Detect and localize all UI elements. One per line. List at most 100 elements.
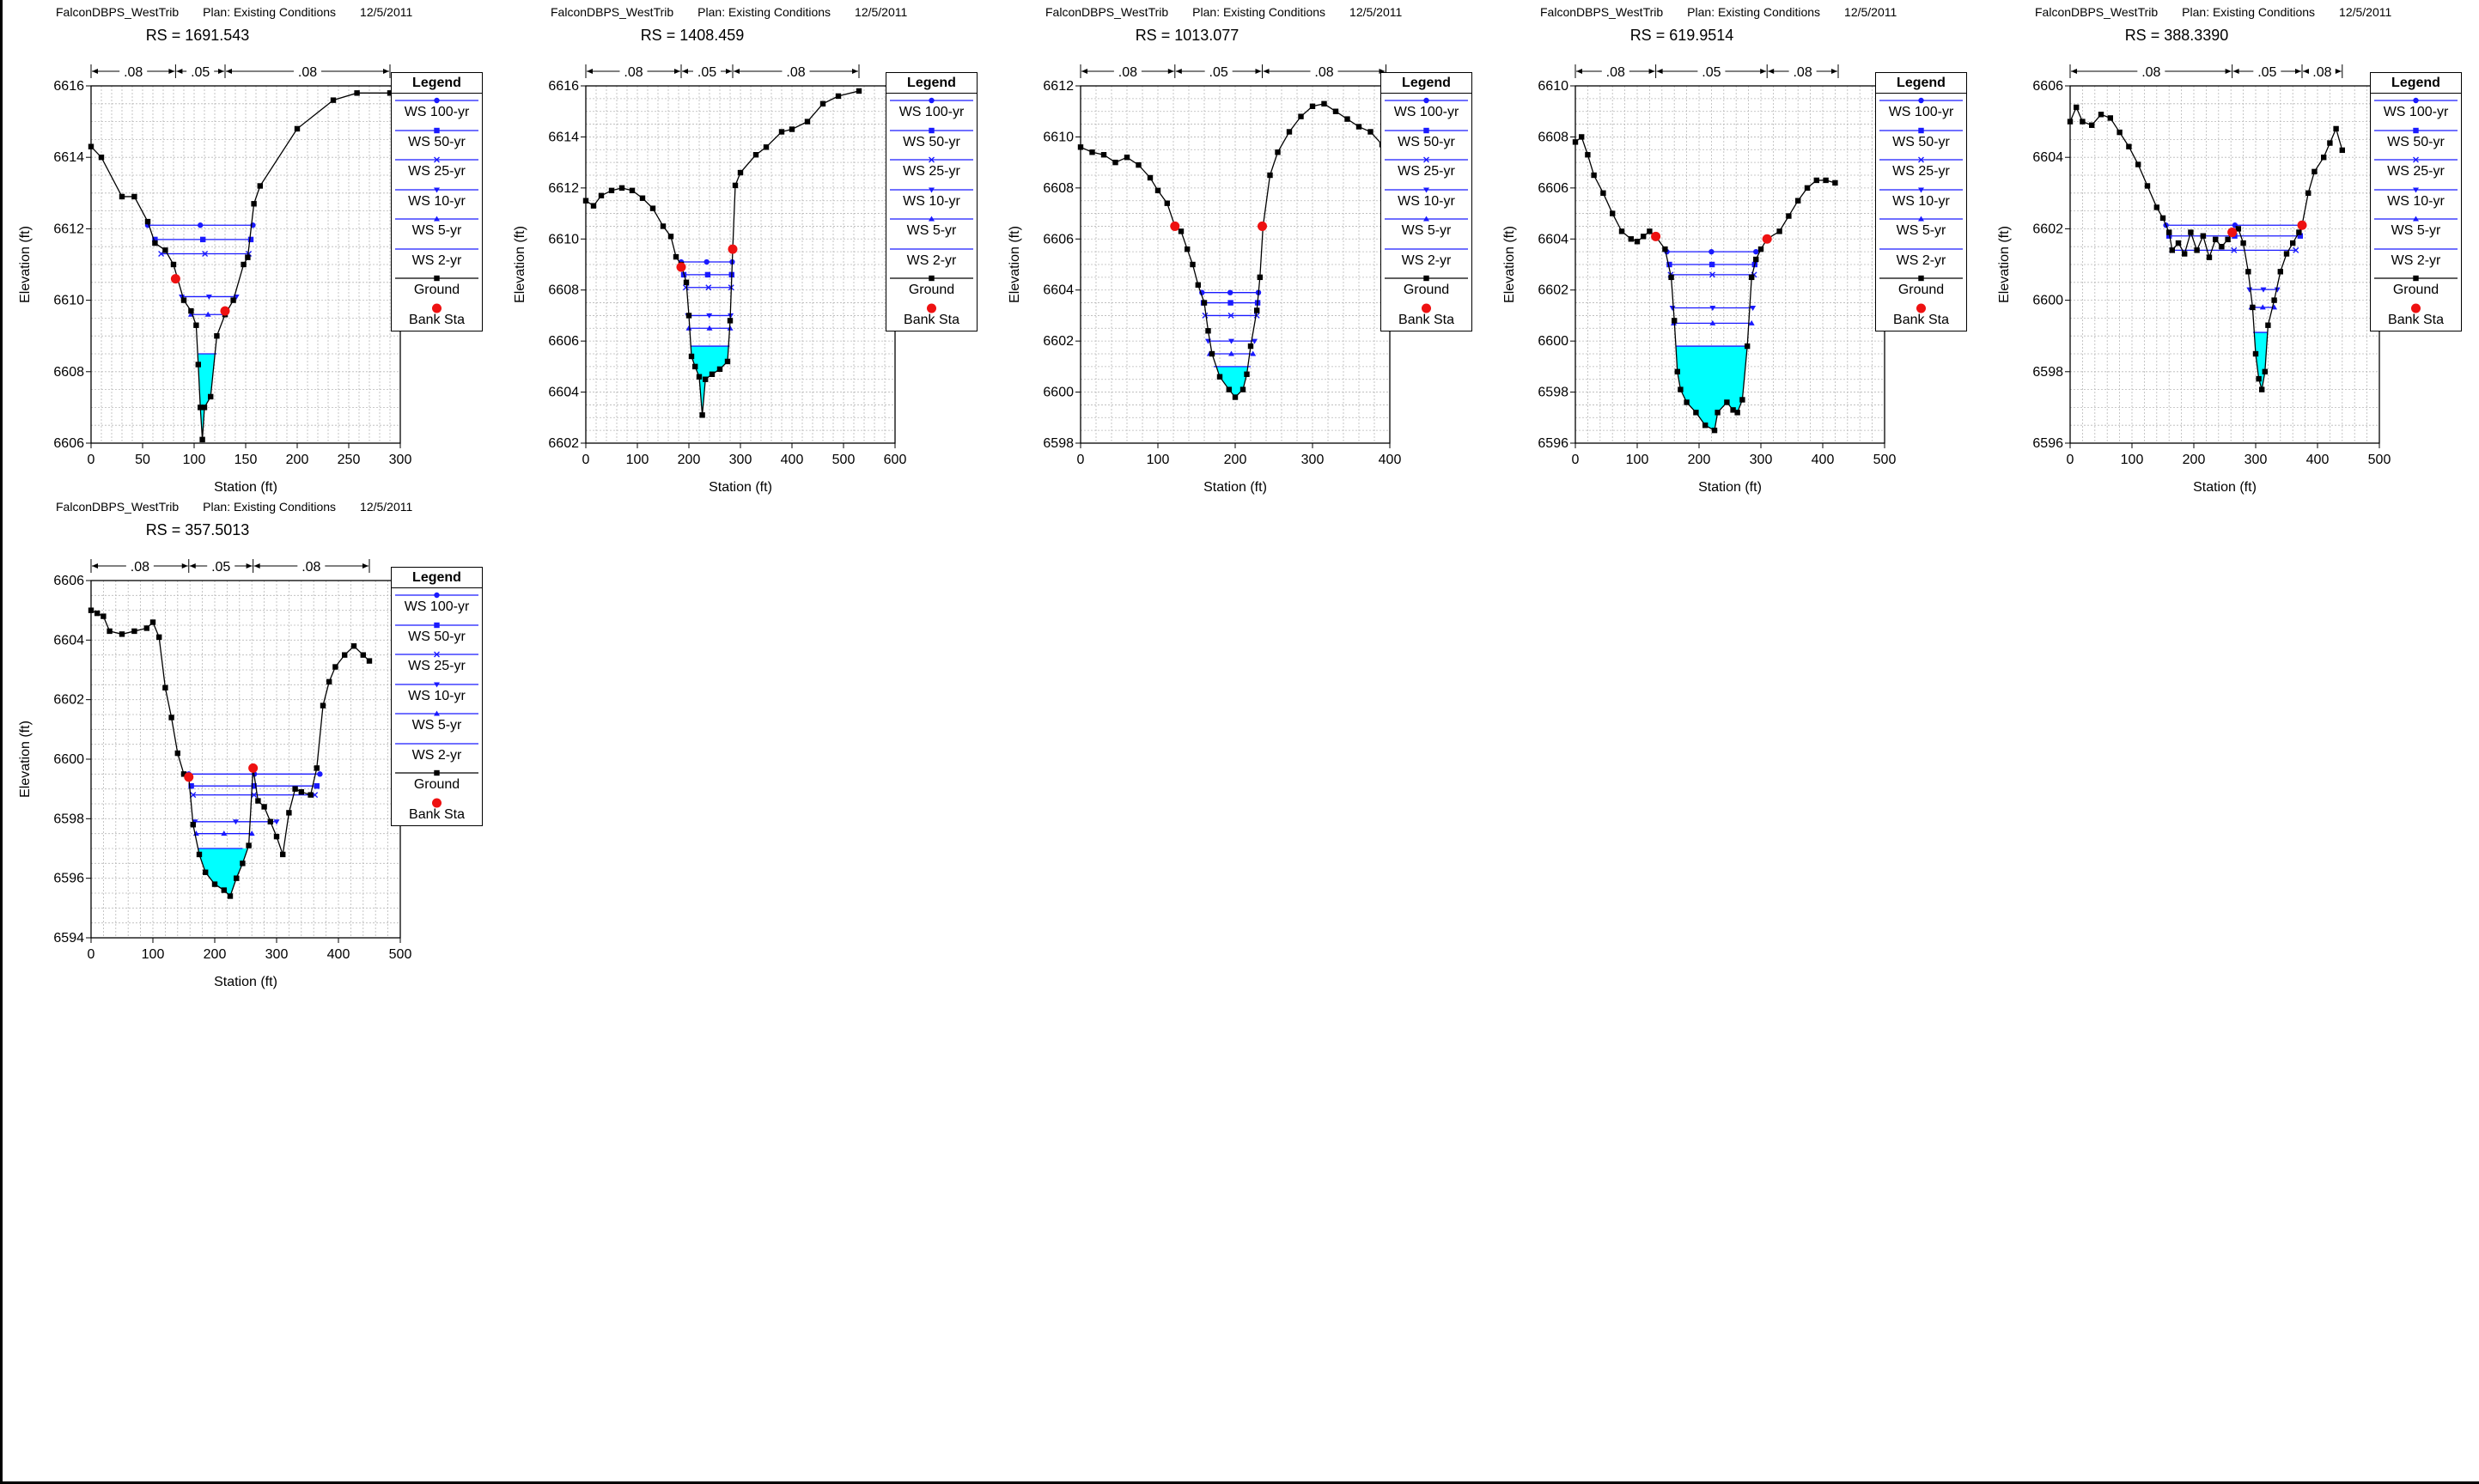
ws-marker xyxy=(682,284,689,291)
legend-marker xyxy=(1916,303,1926,313)
legend-swatch xyxy=(2374,97,2458,104)
n-value-bar: .08 .05 .08 xyxy=(1080,64,1386,80)
chart-title: RS = 1408.459 xyxy=(640,27,745,44)
ws-line-ws-5-yr xyxy=(192,830,255,836)
y-tick-label: 6604 xyxy=(2032,150,2063,165)
y-tick-label: 6608 xyxy=(548,283,579,298)
y-tick-label: 6602 xyxy=(1538,283,1568,298)
n-value-label: .05 xyxy=(697,65,716,80)
header-project: FalconDBPS_WestTrib xyxy=(1045,5,1169,19)
legend-marker xyxy=(1423,275,1429,282)
grid xyxy=(90,580,401,939)
ws-marker xyxy=(1708,261,1715,268)
x-tick-label: 300 xyxy=(1750,453,1773,467)
legend-item: WS 5-yr xyxy=(886,212,977,242)
header-project: FalconDBPS_WestTrib xyxy=(56,5,180,19)
x-tick-label: 400 xyxy=(1812,453,1835,467)
legend-label: WS 100-yr xyxy=(2383,105,2449,119)
n-arrow xyxy=(2335,69,2342,74)
x-tick-label: 150 xyxy=(234,453,258,467)
ground-point xyxy=(1757,246,1764,252)
legend-label: WS 2-yr xyxy=(2391,252,2441,268)
n-arrow xyxy=(181,563,188,569)
x-axis-title: Station (ft) xyxy=(709,480,772,495)
page-header: FalconDBPS_WestTrib Plan: Existing Condit… xyxy=(1540,5,1921,19)
header-plan: Plan: Existing Conditions xyxy=(1687,5,1821,19)
ground-point xyxy=(752,152,759,158)
ws-marker xyxy=(247,236,254,243)
x-tick-label: 200 xyxy=(1688,453,1711,467)
n-arrow xyxy=(2232,69,2239,74)
n-arrow xyxy=(246,563,253,569)
ground-point xyxy=(716,366,723,373)
ground-point xyxy=(294,125,301,132)
legend-marker xyxy=(1423,156,1429,163)
ground-point xyxy=(100,613,107,619)
ground-point xyxy=(1254,307,1260,313)
legend-label: WS 5-yr xyxy=(1896,223,1946,238)
y-tick-label: 6602 xyxy=(1043,334,1074,349)
n-value-bar: .08 .05 .08 xyxy=(585,64,860,80)
legend-label: WS 10-yr xyxy=(408,688,466,703)
n-arrow xyxy=(362,563,368,569)
legend-label: WS 5-yr xyxy=(411,223,462,238)
ground-series xyxy=(1077,100,1392,400)
legend-label: WS 100-yr xyxy=(1393,105,1459,119)
legend-marker xyxy=(434,216,440,222)
n-arrow xyxy=(226,69,232,74)
ground-point xyxy=(261,804,267,810)
y-axis-title: Elevation (ft) xyxy=(18,721,33,798)
legend-label: Ground xyxy=(2392,283,2439,297)
legend-item: WS 2-yr xyxy=(392,242,482,272)
ground-point xyxy=(1579,134,1585,140)
ground-point xyxy=(2225,236,2231,243)
legend-item: Ground xyxy=(1876,271,1966,301)
n-value-label: .08 xyxy=(1118,65,1137,80)
legend-label: WS 10-yr xyxy=(2387,193,2445,209)
n-value-label: .05 xyxy=(2257,65,2276,80)
ground-point xyxy=(286,810,292,816)
legend-swatch xyxy=(432,303,442,313)
ground-point xyxy=(2290,240,2296,246)
ground-point xyxy=(152,240,158,246)
ground-point xyxy=(2107,115,2113,121)
n-arrow xyxy=(674,69,680,74)
bank-station-point xyxy=(676,262,686,272)
legend-item: WS 100-yr xyxy=(392,94,482,124)
ground-point xyxy=(1298,113,1304,119)
legend-swatch xyxy=(890,97,973,104)
legend-label: WS 25-yr xyxy=(1892,164,1950,179)
y-tick-label: 6600 xyxy=(1043,386,1074,400)
ground-point xyxy=(688,353,695,360)
ws-line-ws-100-yr xyxy=(2163,222,2307,228)
y-tick-label: 6604 xyxy=(1538,232,1568,246)
ground-point xyxy=(1628,236,1634,242)
legend-marker xyxy=(434,651,440,658)
ground-point xyxy=(1100,152,1107,158)
legend-marker xyxy=(434,275,440,282)
bank-station-point xyxy=(2297,220,2307,230)
ground-point xyxy=(2200,233,2206,239)
ws-marker xyxy=(198,222,204,228)
chart-title: RS = 357.5013 xyxy=(145,521,250,538)
legend-label: WS 50-yr xyxy=(408,134,466,149)
ws-marker xyxy=(205,294,212,300)
legend-marker xyxy=(434,769,440,776)
legend-label: WS 2-yr xyxy=(411,252,462,268)
x-tick-label: 400 xyxy=(327,947,350,962)
legend: Legend WS 100-yr WS 50-yr WS 25-yr WS 10-yr W… xyxy=(1380,72,1472,331)
n-value-label: .05 xyxy=(1209,65,1228,80)
y-tick-label: 6612 xyxy=(53,222,84,236)
ground-point xyxy=(763,144,770,150)
ws-marker xyxy=(152,236,158,243)
ground-point xyxy=(1232,394,1239,400)
ws-marker xyxy=(1250,350,1257,356)
ws-line-ws-10-yr xyxy=(685,313,734,319)
y-tick-label: 6616 xyxy=(53,79,84,94)
legend-marker xyxy=(1423,127,1429,133)
legend-item: Bank Sta xyxy=(392,796,482,826)
ground-point xyxy=(1678,386,1684,392)
ground-point xyxy=(1724,399,1730,405)
legend-label: Ground xyxy=(413,283,460,297)
legend-swatch xyxy=(1385,247,1468,250)
